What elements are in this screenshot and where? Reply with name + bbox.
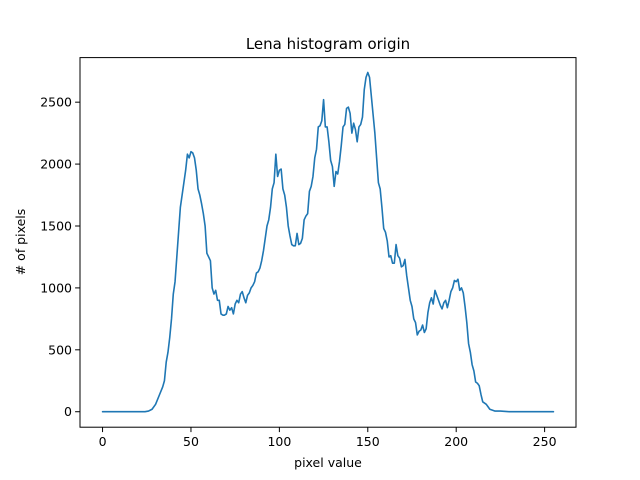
y-tick-label: 1500: [40, 218, 72, 233]
axes-frame: [79, 57, 577, 428]
y-tick-label: 500: [48, 342, 72, 357]
x-tick-label: 250: [533, 434, 557, 449]
histogram-series-line: [101, 71, 555, 413]
chart-title: Lena histogram origin: [246, 35, 410, 53]
y-axis-ticks: 0 500 1000 1500 2000 2500: [40, 95, 80, 419]
x-axis-label: pixel value: [294, 455, 362, 470]
plot-area: [101, 71, 555, 413]
x-tick-label: 200: [444, 434, 468, 449]
x-tick-label: 50: [183, 434, 199, 449]
y-axis-label: # of pixels: [13, 209, 28, 276]
x-tick-label: 0: [99, 434, 107, 449]
y-tick-label: 1000: [40, 280, 72, 295]
x-axis-ticks: 0 50 100 150 200 250: [99, 427, 557, 449]
y-tick-label: 2000: [40, 157, 72, 172]
x-tick-label: 150: [356, 434, 380, 449]
x-tick-label: 100: [267, 434, 291, 449]
y-tick-label: 0: [64, 404, 72, 419]
y-tick-label: 2500: [40, 95, 72, 110]
